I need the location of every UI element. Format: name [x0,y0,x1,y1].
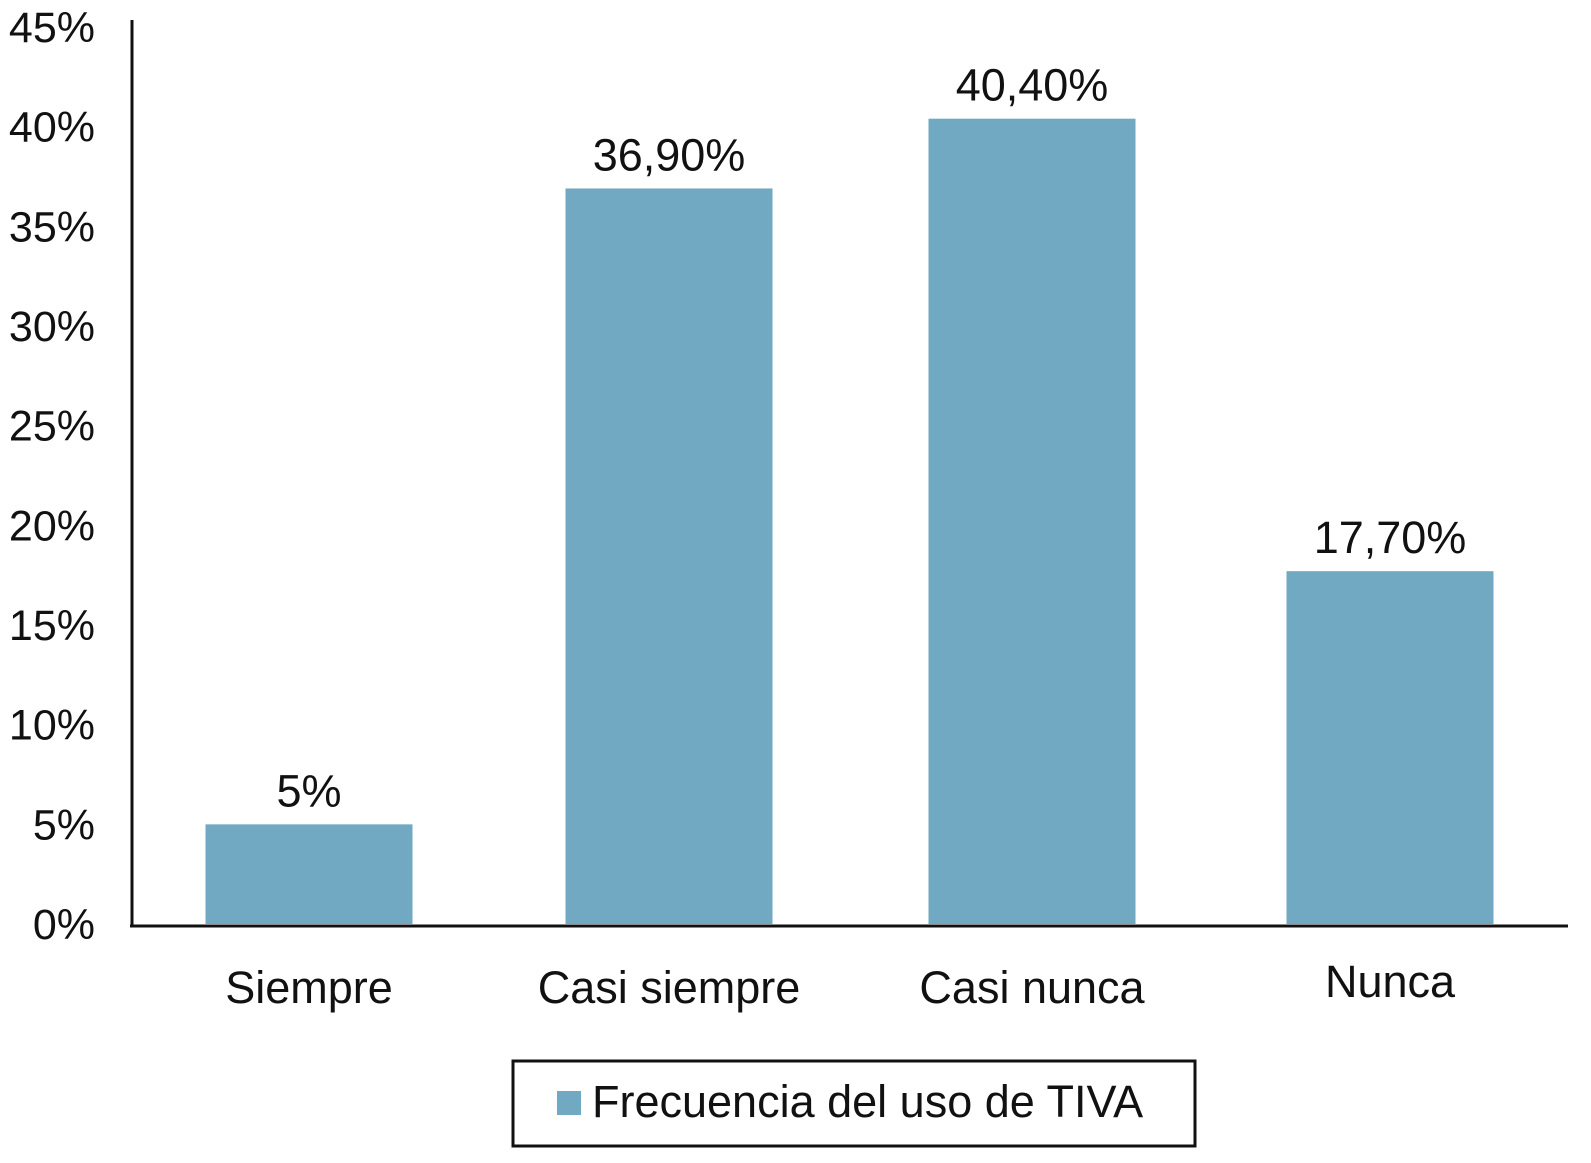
bar-value-label: 5% [276,765,341,816]
y-tick-label: 20% [9,502,95,550]
legend-label: Frecuencia del uso de TIVA [592,1076,1143,1127]
legend-frame [511,1059,1197,1148]
legend: Frecuencia del uso de TIVA [511,1059,1197,1148]
legend-swatch [557,1091,581,1115]
y-tick-label: 40% [9,104,95,152]
bar [928,118,1136,924]
y-tick-label: 10% [9,702,95,750]
x-category-label: Nunca [1325,956,1456,1007]
bar [565,188,773,924]
y-tick-label: 35% [9,203,95,251]
y-tick-label: 30% [9,303,95,351]
bar-value-label: 17,70% [1314,512,1467,563]
y-tick-label: 15% [9,602,95,650]
data-labels: 5% 36,90% 40,40% 17,70% [276,60,1466,817]
bar [1286,571,1494,924]
y-tick-label: 5% [33,801,95,849]
x-category-label: Casi siempre [538,962,801,1013]
bars [205,118,1494,924]
y-tick-label: 25% [9,403,95,451]
x-axis-category-labels: Siempre Casi siempre Casi nunca Nunca [225,956,1456,1013]
x-category-label: Casi nunca [919,962,1145,1013]
x-category-label: Siempre [225,962,393,1013]
bar-value-label: 40,40% [956,60,1109,111]
y-tick-label: 45% [9,4,95,52]
y-tick-label: 0% [33,901,95,949]
bar [205,824,413,924]
bar-value-label: 36,90% [593,129,746,180]
y-axis-ticks: 0% 5% 10% 15% 20% 25% 30% 35% 40% 45% [9,4,95,949]
